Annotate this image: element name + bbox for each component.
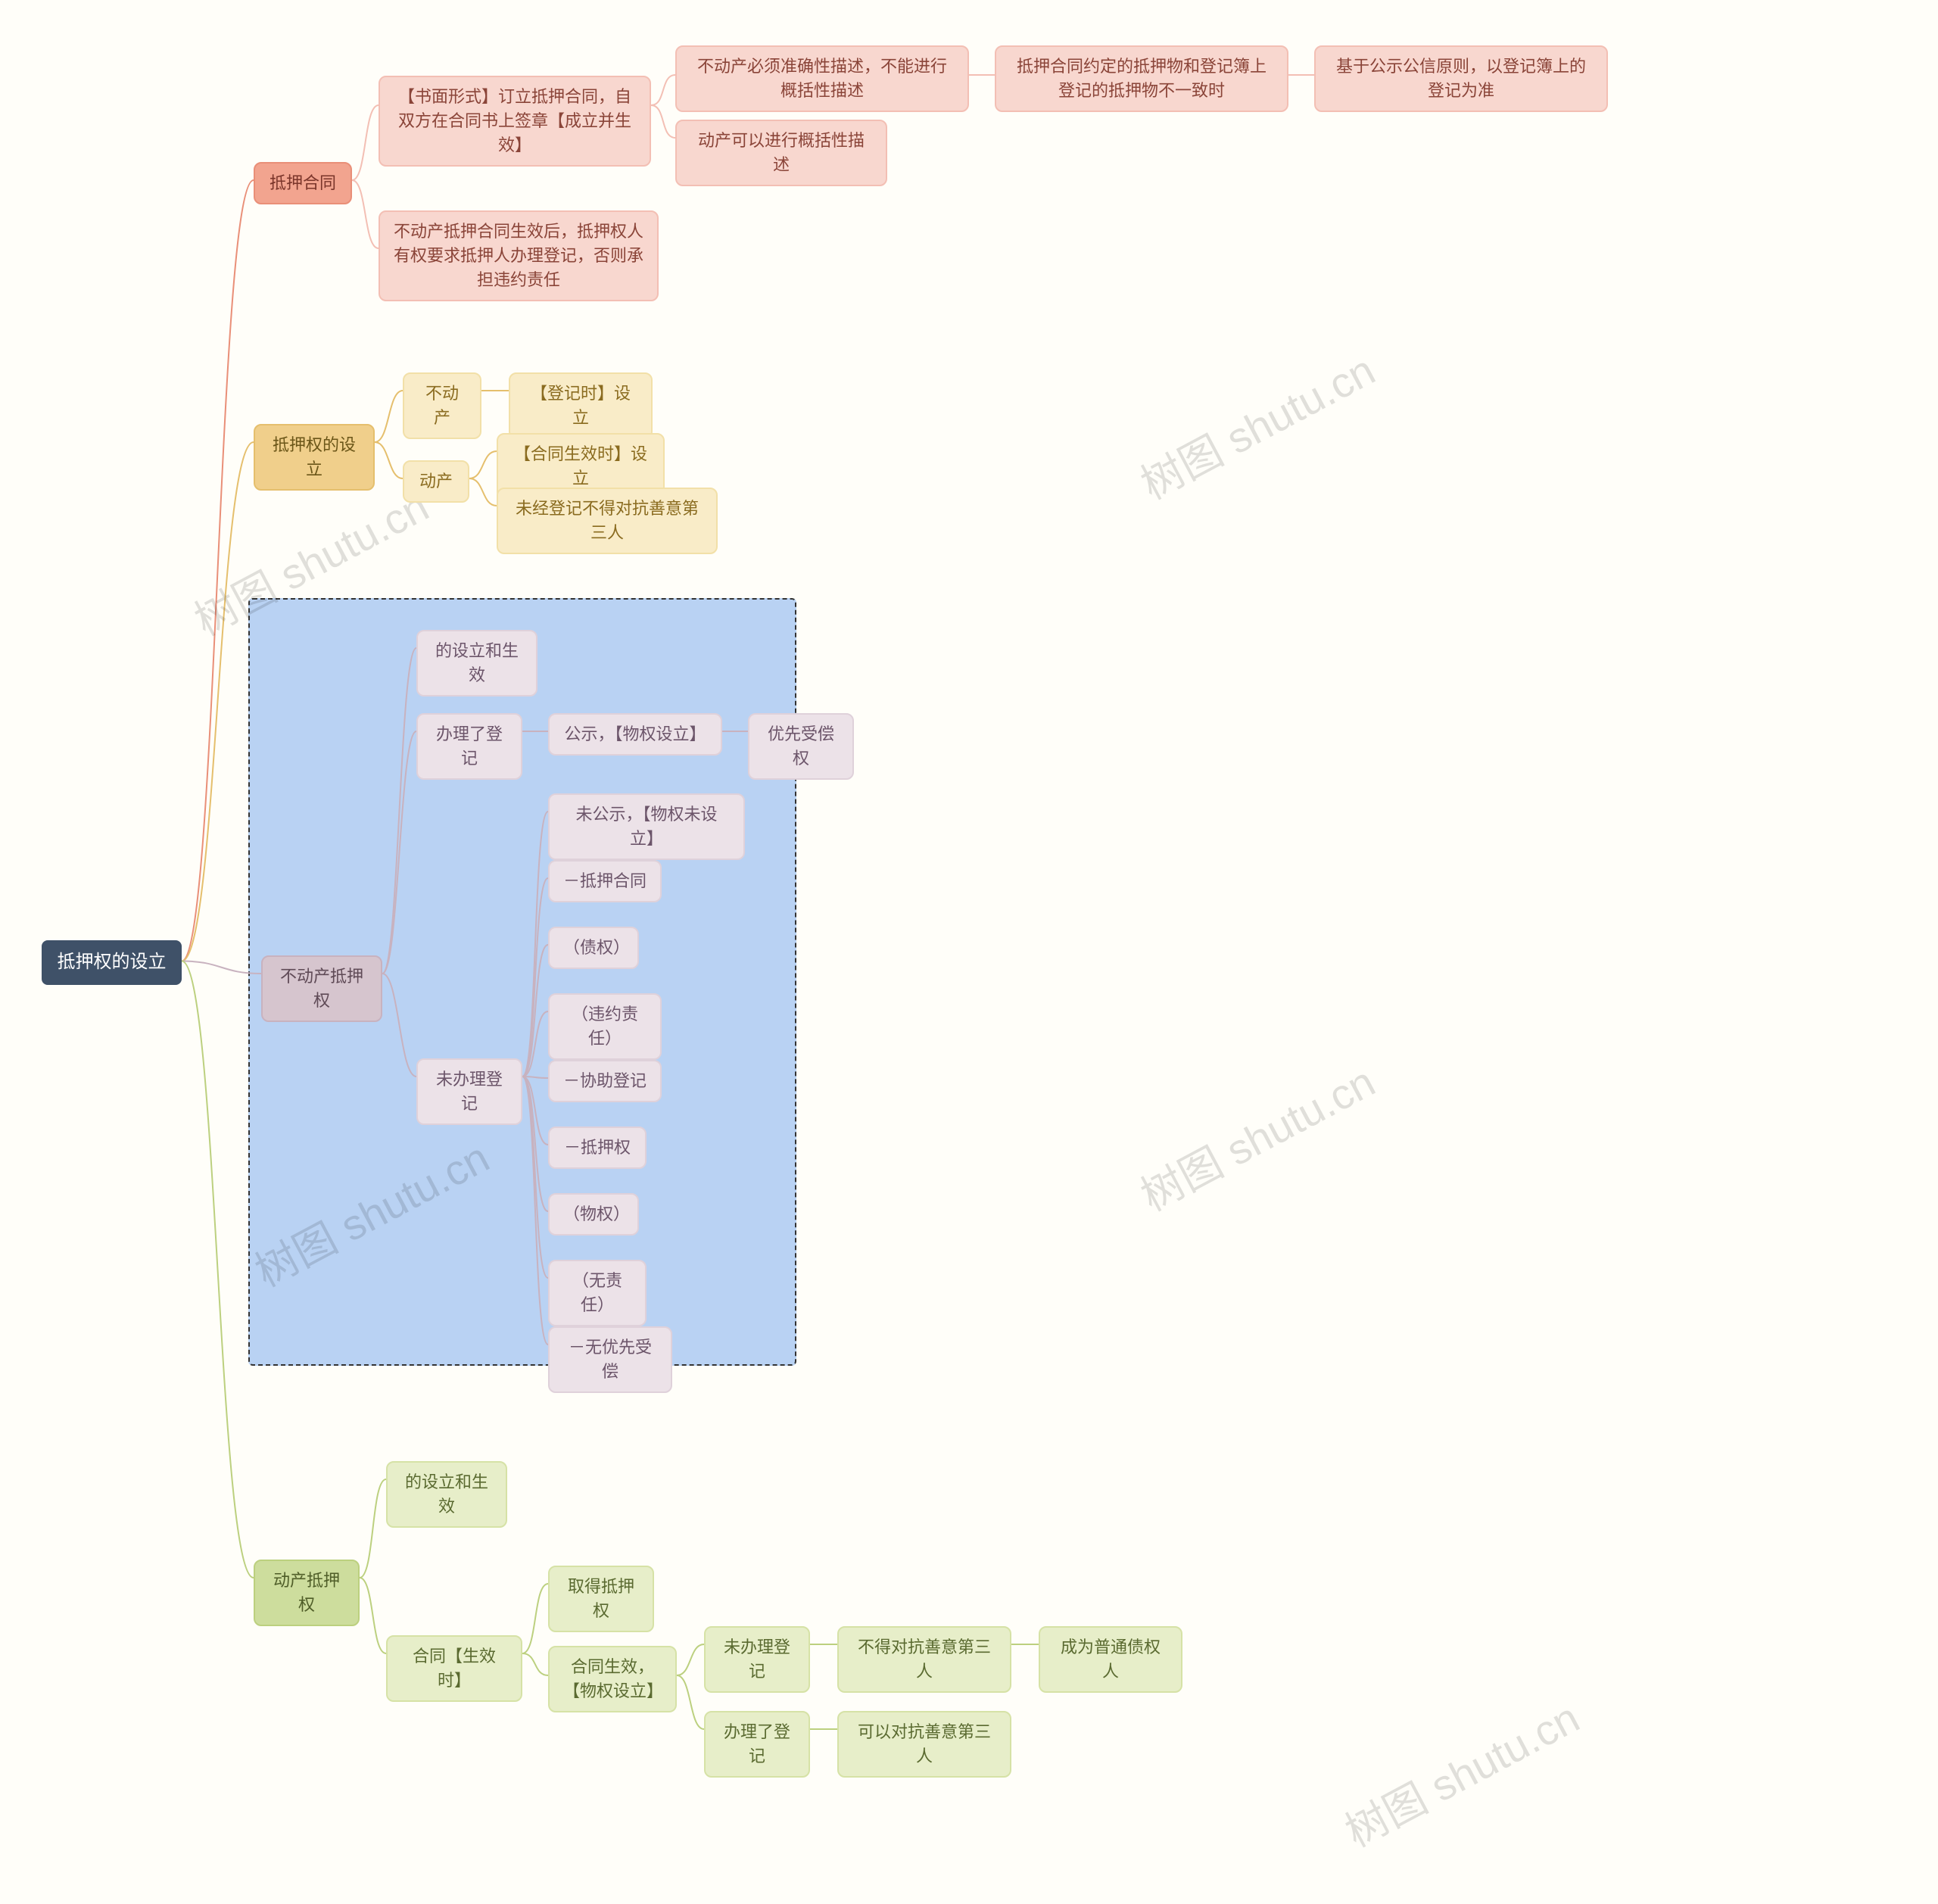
- edge-n2-n2b: [375, 442, 403, 478]
- node-n4b1[interactable]: 取得抵押权: [548, 1566, 654, 1632]
- edge-n1-n1a: [352, 105, 379, 180]
- watermark: 树图 shutu.cn: [1129, 1049, 1385, 1223]
- node-n4b2b1[interactable]: 可以对抗善意第三人: [837, 1711, 1011, 1778]
- node-n4b2a1[interactable]: 不得对抗善意第三人: [837, 1626, 1011, 1693]
- node-root[interactable]: 抵押权的设立: [42, 940, 182, 985]
- node-n4b2[interactable]: 合同生效， 【物权设立】: [548, 1646, 677, 1712]
- node-n1[interactable]: 抵押合同: [254, 162, 352, 204]
- node-n3c2[interactable]: －抵押合同: [548, 860, 662, 902]
- node-n3c6[interactable]: －抵押权: [548, 1127, 647, 1169]
- edge-n4-n4b: [360, 1578, 386, 1653]
- node-n1a[interactable]: 【书面形式】订立抵押合同，自双方在合同书上签章【成立并生效】: [379, 76, 651, 167]
- node-n4a[interactable]: 的设立和生效: [386, 1461, 507, 1528]
- node-n3c[interactable]: 未办理登记: [416, 1058, 522, 1125]
- node-n2a1[interactable]: 【登记时】设立: [509, 372, 653, 439]
- node-n4b[interactable]: 合同【生效时】: [386, 1635, 522, 1702]
- node-n4b2a2[interactable]: 成为普通债权人: [1039, 1626, 1182, 1693]
- node-n4b2b[interactable]: 办理了登记: [704, 1711, 810, 1778]
- mindmap-stage: 树图 shutu.cn树图 shutu.cn树图 shutu.cn树图 shut…: [0, 0, 1938, 1904]
- edge-root-n2: [182, 442, 254, 961]
- node-n1a1[interactable]: 不动产必须准确性描述，不能进行概括性描述: [675, 45, 969, 112]
- node-n3c1[interactable]: 未公示，【物权未设立】: [548, 793, 745, 860]
- watermark: 树图 shutu.cn: [1333, 1684, 1589, 1859]
- node-n3b2[interactable]: 优先受偿权: [748, 713, 854, 780]
- node-n4[interactable]: 动产抵押权: [254, 1560, 360, 1626]
- node-n1a1b[interactable]: 抵押合同约定的抵押物和登记簿上登记的抵押物不一致时: [995, 45, 1288, 112]
- watermark: 树图 shutu.cn: [1129, 337, 1385, 512]
- node-n3b[interactable]: 办理了登记: [416, 713, 522, 780]
- node-n3c9[interactable]: －无优先受偿: [548, 1326, 672, 1393]
- edge-n2b-n2b2: [469, 478, 497, 506]
- edge-root-n4: [182, 961, 254, 1578]
- node-n2[interactable]: 抵押权的设立: [254, 424, 375, 491]
- node-n2b[interactable]: 动产: [403, 460, 469, 503]
- node-n3b1[interactable]: 公示，【物权设立】: [548, 713, 722, 756]
- edge-n4b-n4b1: [522, 1584, 548, 1653]
- node-n3c4[interactable]: （违约责任）: [548, 993, 662, 1060]
- node-n1a1c[interactable]: 基于公示公信原则，以登记簿上的登记为准: [1314, 45, 1608, 112]
- node-n2b2[interactable]: 未经登记不得对抗善意第三人: [497, 488, 718, 554]
- node-n3c3[interactable]: （债权）: [548, 927, 639, 969]
- edge-n1-n1b: [352, 180, 379, 248]
- node-n1a2[interactable]: 动产可以进行概括性描述: [675, 120, 887, 186]
- edge-n4b2-n4b2b: [677, 1675, 704, 1729]
- node-n2a[interactable]: 不动产: [403, 372, 481, 439]
- edge-n4b-n4b2: [522, 1653, 548, 1675]
- edge-n1a-n1a2: [651, 105, 675, 138]
- edge-n4-n4a: [360, 1479, 386, 1578]
- node-n3[interactable]: 不动产抵押权: [261, 955, 382, 1022]
- edge-n2-n2a: [375, 391, 403, 442]
- node-n3a[interactable]: 的设立和生效: [416, 630, 537, 696]
- node-n3c7[interactable]: （物权）: [548, 1193, 639, 1236]
- edge-n2b-n2b1: [469, 451, 497, 478]
- node-n3c8[interactable]: （无责任）: [548, 1260, 647, 1326]
- node-n1b[interactable]: 不动产抵押合同生效后，抵押权人有权要求抵押人办理登记，否则承担违约责任: [379, 210, 659, 301]
- edge-root-n1: [182, 180, 254, 961]
- node-n4b2a[interactable]: 未办理登记: [704, 1626, 810, 1693]
- edge-n4b2-n4b2a: [677, 1644, 704, 1675]
- node-n3c5[interactable]: －协助登记: [548, 1060, 662, 1102]
- edge-n1a-n1a1: [651, 75, 675, 105]
